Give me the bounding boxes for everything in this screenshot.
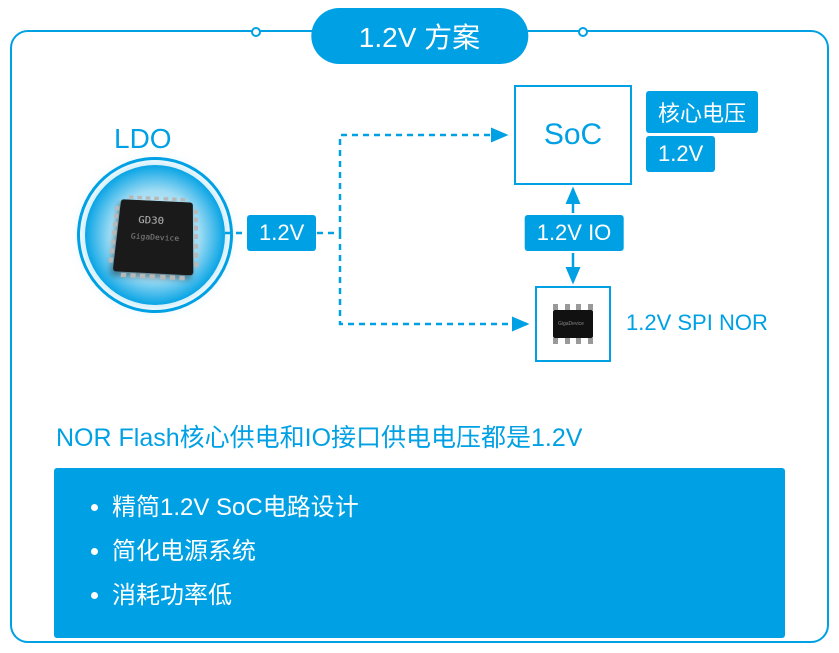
io-voltage-badge: 1.2V IO [525,215,624,251]
ldo-output-voltage-badge: 1.2V [247,215,316,251]
title-dot-left [251,27,261,37]
spi-nor-label: 1.2V SPI NOR [626,310,768,336]
ldo-chip-circle [85,165,225,305]
ldo-label: LDO [114,123,172,155]
spi-nor-box [535,286,611,362]
benefit-item: 精简1.2V SoC电路设计 [112,490,751,526]
soic-chip-icon [553,310,593,338]
soc-box: SoC [514,85,632,185]
qfn-chip-icon [113,199,194,275]
core-voltage-value-badge: 1.2V [646,136,715,172]
benefits-box: 精简1.2V SoC电路设计 简化电源系统 消耗功率低 [54,468,785,638]
diagram-area: LDO 1.2V SoC 核心电压 1.2V 1.2V IO 1.2V SPI … [40,75,799,385]
description-text: NOR Flash核心供电和IO接口供电电压都是1.2V [56,418,582,454]
benefit-item: 消耗功率低 [112,578,751,614]
benefit-item: 简化电源系统 [112,534,751,570]
title-dot-right [578,27,588,37]
core-voltage-label-badge: 核心电压 [646,91,758,133]
benefits-list: 精简1.2V SoC电路设计 简化电源系统 消耗功率低 [88,490,751,614]
title-pill: 1.2V 方案 [311,8,528,64]
